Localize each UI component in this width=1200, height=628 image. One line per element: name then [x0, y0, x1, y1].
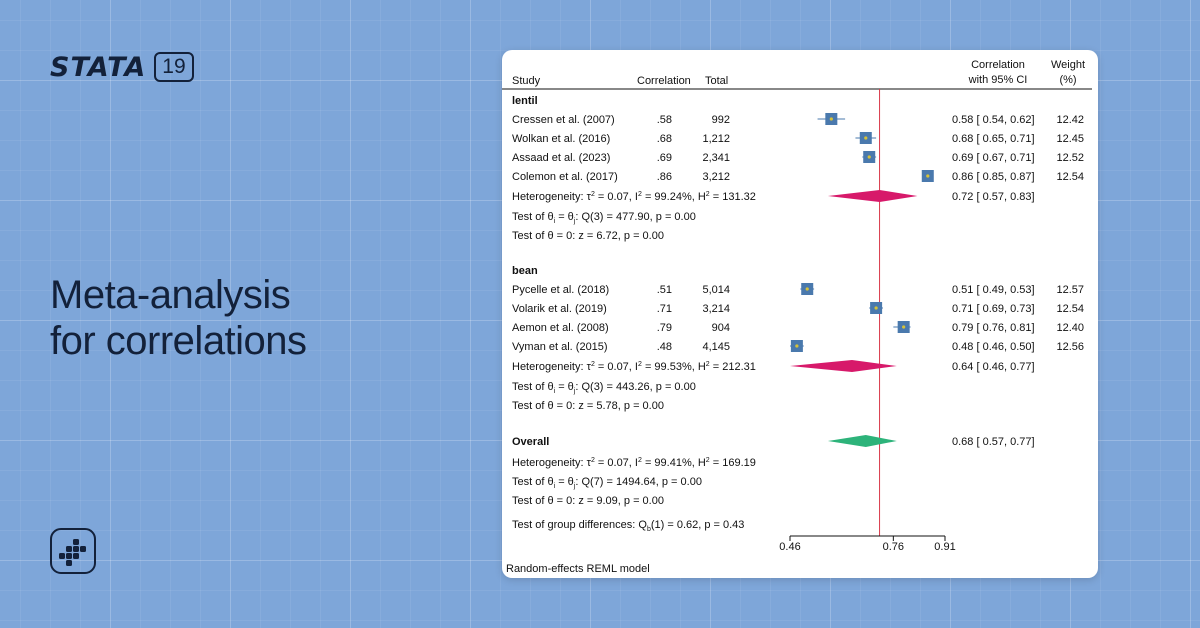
header-ci-1: Correlation [971, 59, 1025, 71]
logo-wordmark: STATA [50, 51, 147, 83]
group-diamond [827, 190, 918, 202]
study-label: Wolkan et al. (2016) [512, 133, 610, 145]
study-total: 904 [712, 322, 730, 334]
study-label: Vyman et al. (2015) [512, 341, 608, 353]
q-test-text: Test of θi = θj: Q(3) = 443.26, p = 0.00 [512, 381, 696, 395]
group-ci-text: 0.64 [ 0.46, 0.77] [952, 361, 1035, 373]
study-label: Assaad et al. (2023) [512, 152, 610, 164]
study-total: 2,341 [702, 152, 730, 164]
study-weight: 12.45 [1056, 133, 1084, 145]
study-label: Volarik et al. (2019) [512, 303, 607, 315]
logo-version-badge: 19 [154, 52, 194, 82]
z-test-text: Test of θ = 0: z = 6.72, p = 0.00 [512, 230, 664, 242]
heterogeneity-text: Heterogeneity: τ2 = 0.07, I2 = 99.53%, H… [512, 361, 756, 373]
study-weight: 12.54 [1056, 303, 1084, 315]
study-total: 992 [712, 114, 730, 126]
overall-ci-text: 0.68 [ 0.57, 0.77] [952, 436, 1035, 448]
header-weight-2: (%) [1059, 74, 1076, 86]
header-correlation: Correlation [637, 75, 691, 87]
study-correlation: .58 [657, 114, 672, 126]
study-weight: 12.57 [1056, 284, 1084, 296]
study-weight: 12.54 [1056, 171, 1084, 183]
study-total: 3,212 [702, 171, 730, 183]
footnote: Random-effects REML model [506, 563, 650, 575]
headline-line-2: for correlations [50, 319, 307, 363]
study-label: Colemon et al. (2017) [512, 171, 618, 183]
header-weight-1: Weight [1051, 59, 1085, 71]
study-point [864, 136, 868, 140]
group-ci-text: 0.72 [ 0.57, 0.83] [952, 191, 1035, 203]
headline-line-1: Meta-analysis [50, 273, 291, 317]
overall-z-test-text: Test of θ = 0: z = 9.09, p = 0.00 [512, 495, 664, 507]
study-point [902, 325, 906, 329]
study-point [829, 117, 833, 121]
overall-title: Overall [512, 436, 549, 448]
group-title: bean [512, 265, 538, 277]
study-weight: 12.52 [1056, 152, 1084, 164]
study-ci-text: 0.48 [ 0.46, 0.50] [952, 341, 1035, 353]
study-ci-text: 0.58 [ 0.54, 0.62] [952, 114, 1035, 126]
header-total: Total [705, 75, 728, 87]
study-correlation: .51 [657, 284, 672, 296]
header-study: Study [512, 75, 541, 87]
study-correlation: .71 [657, 303, 672, 315]
study-ci-text: 0.71 [ 0.69, 0.73] [952, 303, 1035, 315]
x-axis-tick-label: 0.76 [883, 541, 904, 553]
group-diamond [790, 360, 897, 372]
header-ci-2: with 95% CI [968, 74, 1028, 86]
stata-logo: STATA 19 [50, 52, 194, 82]
z-test-text: Test of θ = 0: z = 5.78, p = 0.00 [512, 400, 664, 412]
study-label: Cressen et al. (2007) [512, 114, 615, 126]
study-ci-text: 0.79 [ 0.76, 0.81] [952, 322, 1035, 334]
headline: Meta-analysis for correlations [50, 272, 307, 364]
study-total: 1,212 [702, 133, 730, 145]
forest-plot-card: Study Correlation Total Correlation with 95%… [502, 50, 1098, 578]
app-grid-icon [50, 528, 96, 574]
study-point [805, 287, 809, 291]
group-title: lentil [512, 95, 538, 107]
study-correlation: .69 [657, 152, 672, 164]
x-axis-tick-label: 0.46 [779, 541, 800, 553]
study-weight: 12.42 [1056, 114, 1084, 126]
heterogeneity-text: Heterogeneity: τ2 = 0.07, I2 = 99.24%, H… [512, 191, 756, 203]
heterogeneity-text: Heterogeneity: τ2 = 0.07, I2 = 99.41%, H… [512, 457, 756, 469]
study-correlation: .68 [657, 133, 672, 145]
study-point [926, 174, 930, 178]
study-total: 3,214 [702, 303, 730, 315]
study-label: Aemon et al. (2008) [512, 322, 609, 334]
forest-plot: Study Correlation Total Correlation with 95%… [502, 59, 1092, 575]
study-ci-text: 0.68 [ 0.65, 0.71] [952, 133, 1035, 145]
q-test-text: Test of θi = θj: Q(3) = 477.90, p = 0.00 [512, 211, 696, 225]
study-correlation: .79 [657, 322, 672, 334]
study-label: Pycelle et al. (2018) [512, 284, 609, 296]
study-point [795, 344, 799, 348]
x-axis-tick-label: 0.91 [934, 541, 955, 553]
q-test-text: Test of θi = θj: Q(7) = 1494.64, p = 0.0… [512, 476, 702, 490]
study-total: 4,145 [702, 341, 730, 353]
study-ci-text: 0.51 [ 0.49, 0.53] [952, 284, 1035, 296]
study-point [874, 306, 878, 310]
study-ci-text: 0.69 [ 0.67, 0.71] [952, 152, 1035, 164]
group-test-text: Test of group differences: Qb(1) = 0.62,… [512, 519, 744, 533]
grid-dots-icon [59, 539, 86, 566]
study-weight: 12.40 [1056, 322, 1084, 334]
overall-diamond [827, 435, 897, 447]
study-correlation: .48 [657, 341, 672, 353]
study-ci-text: 0.86 [ 0.85, 0.87] [952, 171, 1035, 183]
study-correlation: .86 [657, 171, 672, 183]
study-point [867, 155, 871, 159]
study-total: 5,014 [702, 284, 730, 296]
study-weight: 12.56 [1056, 341, 1084, 353]
